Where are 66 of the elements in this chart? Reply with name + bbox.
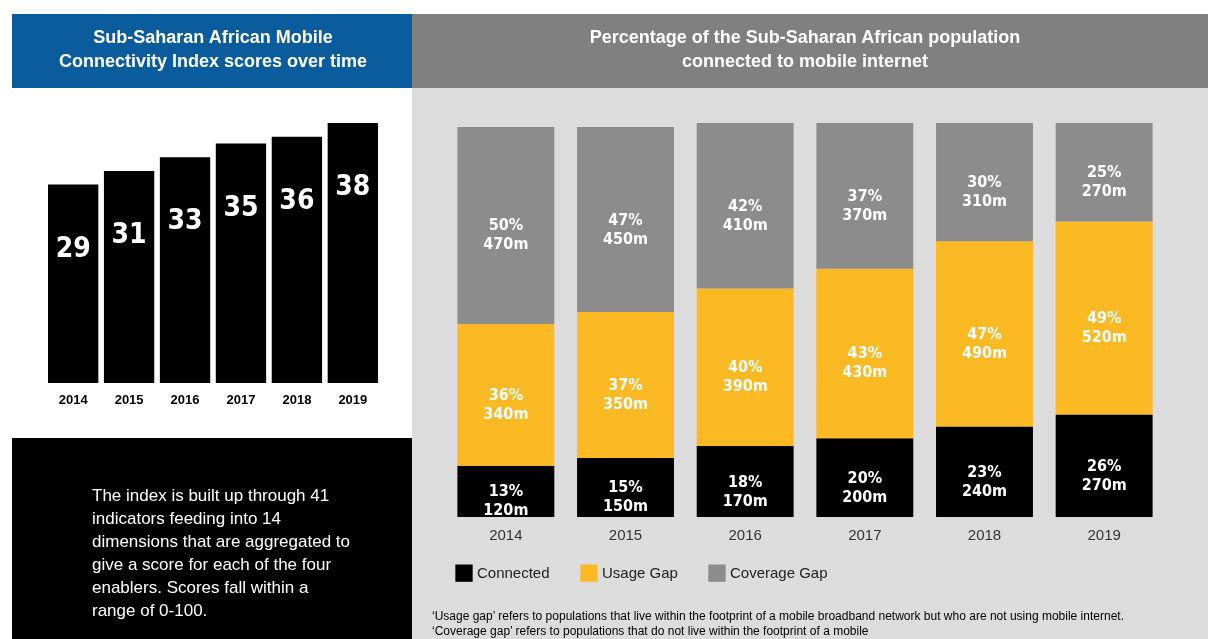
data-label: 36% 340m bbox=[483, 384, 529, 423]
bar bbox=[936, 241, 1033, 427]
bar bbox=[696, 446, 794, 517]
legend-label: Usage Gap bbox=[602, 564, 678, 582]
bar bbox=[1055, 221, 1153, 415]
legend-label: Connected bbox=[477, 564, 550, 582]
data-label: 30% 310m bbox=[961, 172, 1008, 211]
data-label: 25% 270m bbox=[1081, 162, 1127, 201]
data-label: 47% 490m bbox=[961, 323, 1008, 362]
data-label: 43% 430m bbox=[842, 343, 888, 382]
text: The index is built up through 41 indicators feeding into 14 dimensions that are aggregated to give a score for each of the four enablers. Scores fall within a range of 0-100. bbox=[12, 438, 412, 639]
text: ‘Usage gap’ refers to populations that live within the footprint of a mobile broadband network but who are not using mobile internet. ‘Coverage gap’ refers to populations that do not live within the footprint of a mobile bbox=[432, 609, 1125, 639]
bar bbox=[215, 143, 267, 383]
data-label: 13% 120m bbox=[483, 481, 529, 520]
bar bbox=[271, 136, 323, 383]
data-label: 40% 390m bbox=[722, 357, 768, 396]
x-tick-label: 2016 bbox=[728, 525, 762, 543]
bar bbox=[696, 288, 794, 447]
bar bbox=[327, 123, 378, 383]
data-label: 42% 410m bbox=[722, 195, 768, 234]
data-label: 20% 200m bbox=[842, 467, 888, 506]
x-tick-label: 2016 bbox=[170, 391, 200, 407]
x-tick-label: 2018 bbox=[967, 525, 1002, 543]
bar bbox=[696, 123, 794, 289]
data-label: 35 bbox=[223, 189, 259, 223]
data-label: 15% 150m bbox=[602, 477, 649, 516]
bar bbox=[577, 457, 674, 517]
data-label: 47% 450m bbox=[602, 209, 649, 248]
bar bbox=[936, 123, 1033, 242]
legend-label: Coverage Gap bbox=[730, 564, 828, 582]
bar bbox=[457, 126, 555, 324]
bar bbox=[457, 323, 555, 466]
data-label: 18% 170m bbox=[722, 471, 768, 510]
bar bbox=[103, 170, 155, 383]
bar bbox=[159, 157, 211, 383]
bar bbox=[936, 426, 1033, 517]
bar bbox=[816, 438, 914, 517]
data-label: 37% 370m bbox=[842, 185, 888, 224]
bar bbox=[577, 126, 674, 313]
data-label: 38 bbox=[335, 169, 371, 202]
bar bbox=[1055, 123, 1153, 222]
data-label: 36 bbox=[279, 182, 315, 216]
chart-title: Percentage of the Sub-Saharan African population connected to mobile internet bbox=[589, 27, 1021, 71]
data-label: 29 bbox=[55, 230, 91, 264]
x-tick-label: 2018 bbox=[282, 391, 312, 407]
data-label: 49% 520m bbox=[1081, 308, 1127, 347]
x-tick-label: 2017 bbox=[226, 391, 256, 407]
data-label: 33 bbox=[167, 203, 203, 237]
bar bbox=[1055, 414, 1153, 517]
x-tick-label: 2019 bbox=[338, 391, 368, 407]
bar bbox=[577, 312, 674, 458]
x-tick-label: 2015 bbox=[608, 525, 643, 543]
bar bbox=[816, 268, 914, 439]
data-label: 23% 240m bbox=[961, 461, 1008, 500]
data-label: 31 bbox=[111, 216, 147, 250]
x-tick-label: 2019 bbox=[1087, 525, 1121, 543]
x-tick-label: 2015 bbox=[114, 391, 144, 407]
bar bbox=[48, 184, 99, 383]
x-tick-label: 2014 bbox=[58, 391, 89, 407]
data-label: 37% 350m bbox=[602, 375, 649, 414]
x-tick-label: 2017 bbox=[848, 525, 882, 543]
data-label: 50% 470m bbox=[483, 215, 529, 254]
bar bbox=[816, 123, 914, 269]
chart-title: Sub-Saharan African Mobile Connectivity Index scores over time bbox=[58, 27, 368, 71]
x-tick-label: 2014 bbox=[489, 525, 523, 543]
data-label: 26% 270m bbox=[1081, 455, 1127, 494]
